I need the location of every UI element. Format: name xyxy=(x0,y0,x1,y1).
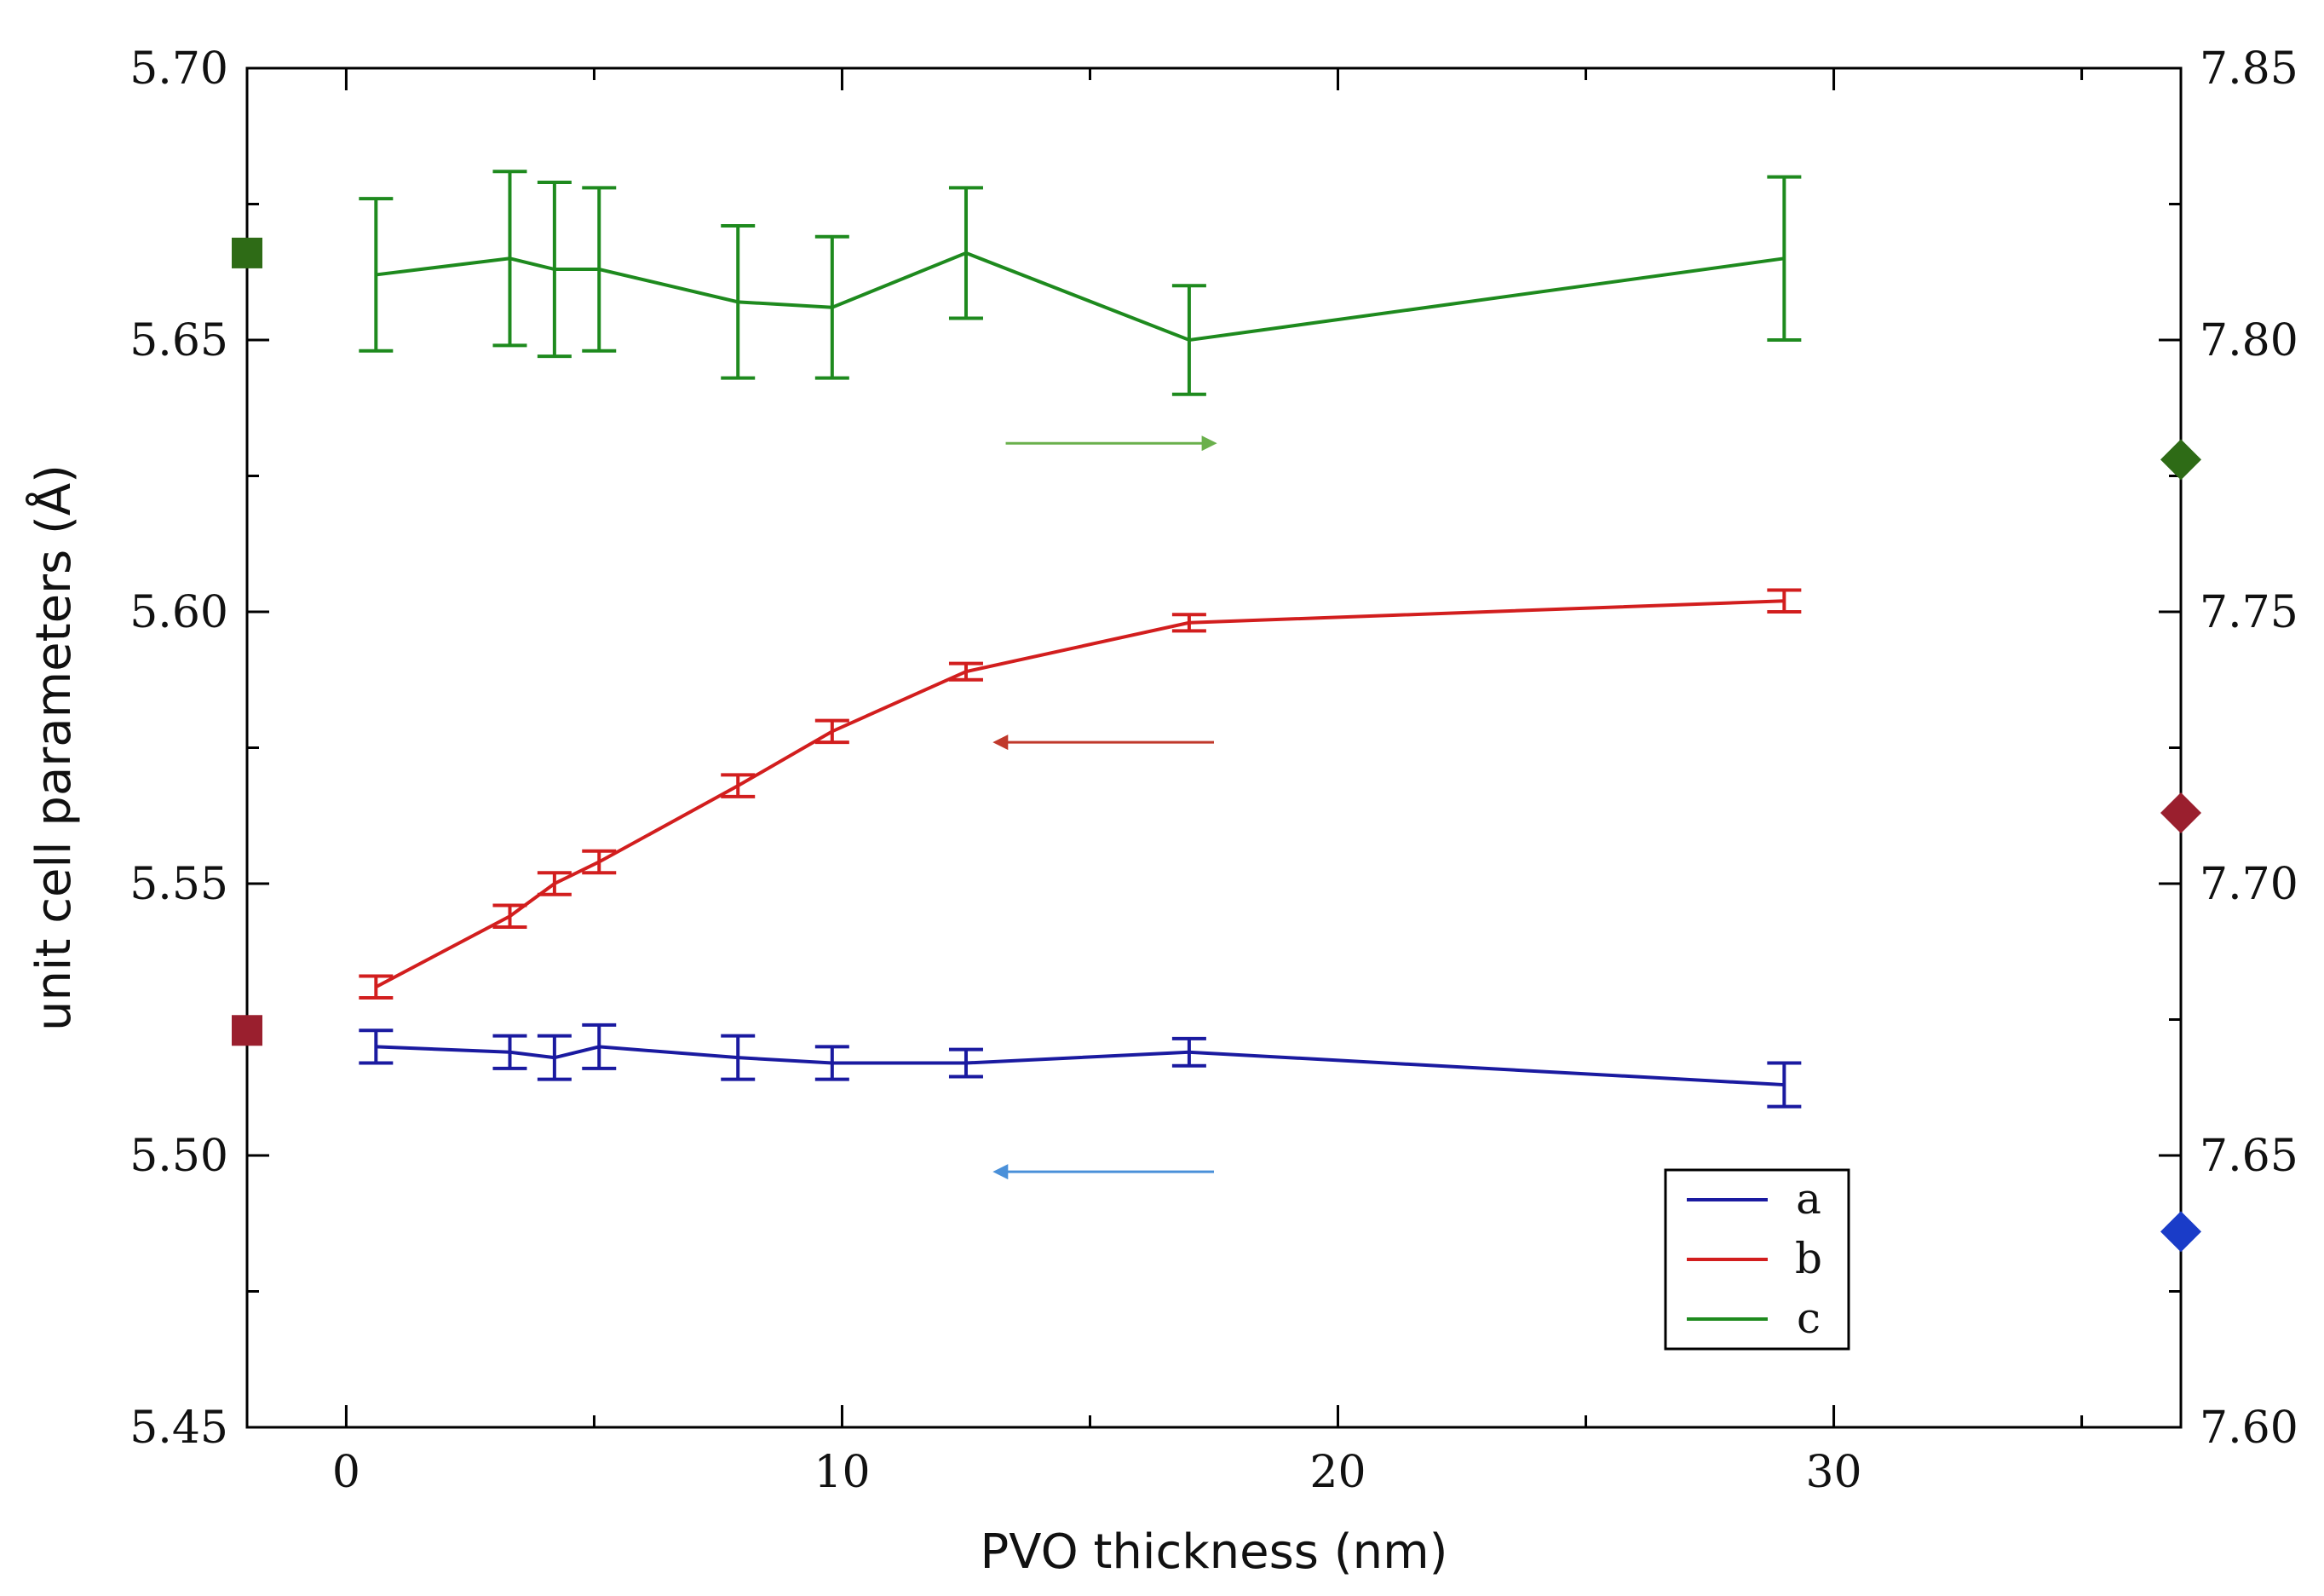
error-bar-a xyxy=(492,1034,527,1070)
error-bar-b xyxy=(359,974,394,1000)
y2-tick-label: 7.85 xyxy=(2200,43,2298,95)
y2-tick-label: 7.75 xyxy=(2200,587,2298,638)
error-bar-c xyxy=(1767,175,1802,342)
b-ref-square xyxy=(232,1015,262,1046)
y-tick-label: 5.70 xyxy=(129,43,228,95)
error-bar-b xyxy=(1171,613,1206,633)
error-bar-b xyxy=(492,903,527,930)
error-bar-a xyxy=(359,1028,394,1065)
b-ref-diamond xyxy=(2160,792,2201,834)
legend-label-c: c xyxy=(1797,1294,1821,1343)
series-b xyxy=(359,588,1802,1000)
error-bar-c xyxy=(721,224,756,380)
error-bar-a xyxy=(537,1034,572,1081)
y-tick-label: 5.50 xyxy=(129,1131,228,1182)
error-bar-a xyxy=(1767,1061,1802,1109)
legend: abc xyxy=(1664,1168,1850,1351)
x-tick-label: 10 xyxy=(814,1447,870,1498)
error-bar-b xyxy=(814,718,849,745)
x-tick-label: 0 xyxy=(332,1447,360,1498)
error-bar-a xyxy=(814,1045,849,1081)
legend-label-b: b xyxy=(1795,1234,1822,1283)
x-tick-label: 30 xyxy=(1805,1447,1861,1498)
error-bar-c xyxy=(948,186,983,320)
series-c xyxy=(359,170,1802,396)
error-bar-b xyxy=(1767,588,1802,614)
y-tick-label: 5.65 xyxy=(129,315,228,366)
y2-tick-label: 7.70 xyxy=(2200,859,2298,910)
error-bar-a xyxy=(948,1047,983,1079)
error-bar-c xyxy=(814,234,849,380)
error-bar-c xyxy=(359,197,394,353)
c-ref-square xyxy=(232,237,262,268)
y2-tick-label: 7.60 xyxy=(2200,1403,2298,1454)
y2-tick-label: 7.80 xyxy=(2200,315,2298,366)
y-tick-label: 5.55 xyxy=(129,859,228,910)
a-ref-diamond xyxy=(2160,1211,2201,1253)
legend-label-a: a xyxy=(1796,1174,1821,1224)
y-axis-title: unit cell parameters (Å) xyxy=(26,464,82,1031)
y-tick-label: 5.45 xyxy=(129,1403,228,1454)
x-axis-title: PVO thickness (nm) xyxy=(980,1524,1447,1580)
c-ref-diamond xyxy=(2160,439,2201,481)
error-bar-a xyxy=(582,1023,617,1070)
error-bar-b xyxy=(582,849,617,875)
error-bar-c xyxy=(1171,284,1206,396)
y2-tick-label: 7.65 xyxy=(2200,1131,2298,1182)
error-bar-b xyxy=(721,773,756,798)
error-bar-b xyxy=(948,661,983,682)
y-tick-label: 5.60 xyxy=(129,587,228,638)
error-bar-c xyxy=(582,186,617,353)
error-bar-a xyxy=(721,1034,756,1081)
error-bar-b xyxy=(537,871,572,896)
error-bar-a xyxy=(1171,1036,1206,1068)
x-tick-label: 20 xyxy=(1309,1447,1366,1498)
series-a xyxy=(359,1023,1802,1109)
error-bar-c xyxy=(537,180,572,359)
error-bar-c xyxy=(492,170,527,348)
